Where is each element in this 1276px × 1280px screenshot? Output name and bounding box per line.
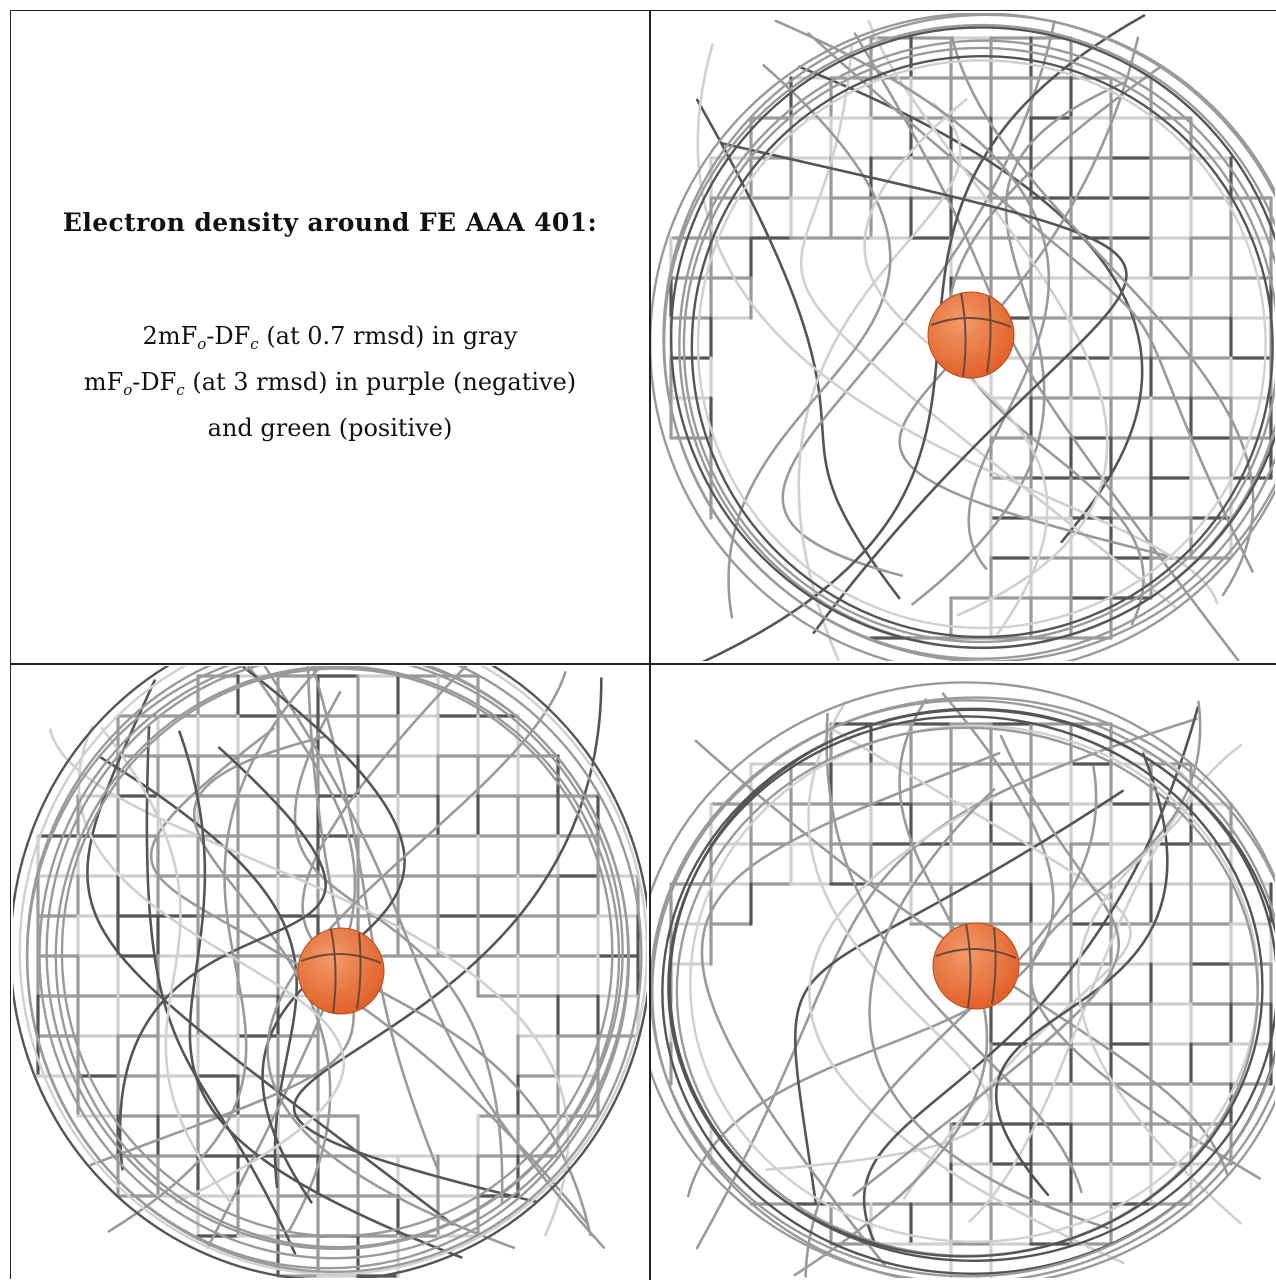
mesh-contour: [727, 63, 892, 619]
mesh-shell: [690, 54, 1274, 639]
mesh-shell: [60, 667, 614, 1238]
mesh-contour: [898, 36, 1168, 557]
mesh-contour: [995, 752, 1169, 1197]
mesh-group: [651, 13, 1275, 661]
mesh-contour: [797, 102, 962, 661]
mesh-contour: [292, 677, 603, 1204]
figure-grid: Electron density around FE AAA 401: 2mFo…: [10, 10, 1276, 1280]
mesh-contour: [192, 735, 332, 1233]
mesh-shell: [670, 26, 1275, 649]
mesh-shell: [54, 666, 621, 1249]
mesh-contour: [178, 730, 463, 1259]
mesh-contour: [968, 743, 1243, 1223]
mesh-shell: [696, 59, 1267, 630]
legend-line-1: 2mFo-DFc (at 0.7 rmsd) in gray: [142, 322, 518, 353]
mesh-contour: [852, 734, 1120, 1197]
mesh-contour: [950, 36, 1255, 597]
mesh-contour: [695, 98, 901, 600]
mesh-contour: [149, 727, 589, 1226]
mesh-contour: [793, 789, 1124, 1203]
mesh-contour: [311, 666, 439, 1171]
atom-mesh-overlay: [930, 292, 1012, 378]
mesh-contour: [1029, 700, 1262, 1180]
mesh-contour: [774, 19, 1051, 571]
mesh-contour: [868, 788, 1110, 1230]
mesh-contour: [720, 141, 1128, 635]
mesh-contour: [86, 679, 454, 1226]
mesh-contour: [797, 65, 1144, 544]
mesh-contour: [77, 725, 345, 1204]
atom-mesh-overlay: [300, 928, 382, 1014]
mesh-shell: [18, 666, 647, 1276]
mesh-contour: [948, 65, 1163, 626]
fe-atom-sphere: [932, 922, 1020, 1010]
mesh-shell: [651, 13, 1275, 661]
mesh-group: [13, 666, 647, 1278]
fe-atom-sphere: [927, 291, 1015, 379]
density-panel-bottom-left: [13, 666, 647, 1278]
mesh-contour: [206, 666, 357, 1249]
mesh-shell: [651, 696, 1275, 1278]
mesh-contour: [799, 43, 1177, 608]
mesh-contour: [97, 755, 299, 1189]
mesh-contour: [686, 692, 1055, 1198]
mesh-contour: [695, 717, 1198, 1250]
fe-atom-sphere: [297, 927, 385, 1015]
mesh-contour: [107, 666, 323, 1233]
horizontal-divider: [11, 663, 1276, 665]
mesh-contour: [824, 724, 1132, 1200]
atom-mesh-overlay: [935, 923, 1017, 1009]
vertical-divider: [649, 11, 651, 1280]
mesh-contour: [867, 19, 1109, 617]
mesh-contour: [700, 751, 1001, 1267]
mesh-contour: [119, 746, 327, 1171]
mesh-shell: [682, 46, 1275, 644]
mesh-shell: [661, 708, 1275, 1275]
mesh-contour: [100, 727, 234, 1206]
mesh-group: [651, 681, 1275, 1278]
mesh-contour: [262, 666, 606, 1249]
legend-text: 2mFo-DFc (at 0.7 rmsd) in gray mFo-DFc (…: [84, 317, 576, 447]
mesh-shell: [667, 715, 1264, 1258]
caption-cell: Electron density around FE AAA 401: 2mFo…: [13, 13, 647, 661]
mesh-shell: [651, 681, 1275, 1278]
mesh-contour: [911, 80, 1127, 606]
mesh-contour: [145, 725, 297, 1255]
density-panel-bottom-right: [651, 681, 1275, 1278]
mesh-contour: [808, 796, 1125, 1265]
mesh-contour: [804, 765, 1098, 1278]
mesh-shell: [25, 666, 643, 1273]
mesh-shell: [651, 699, 1275, 1278]
mesh-shell: [662, 13, 1275, 661]
mesh-contour: [825, 712, 1083, 1194]
mesh-contour: [1076, 749, 1243, 1225]
legend-line-3: and green (positive): [207, 414, 453, 442]
density-panel-top-right: [651, 13, 1275, 661]
legend-line-2: mFo-DFc (at 3 rmsd) in purple (negative): [83, 368, 577, 399]
mesh-shell: [45, 666, 624, 1250]
mesh-contour: [781, 20, 1056, 577]
figure-title: Electron density around FE AAA 401:: [62, 208, 598, 237]
